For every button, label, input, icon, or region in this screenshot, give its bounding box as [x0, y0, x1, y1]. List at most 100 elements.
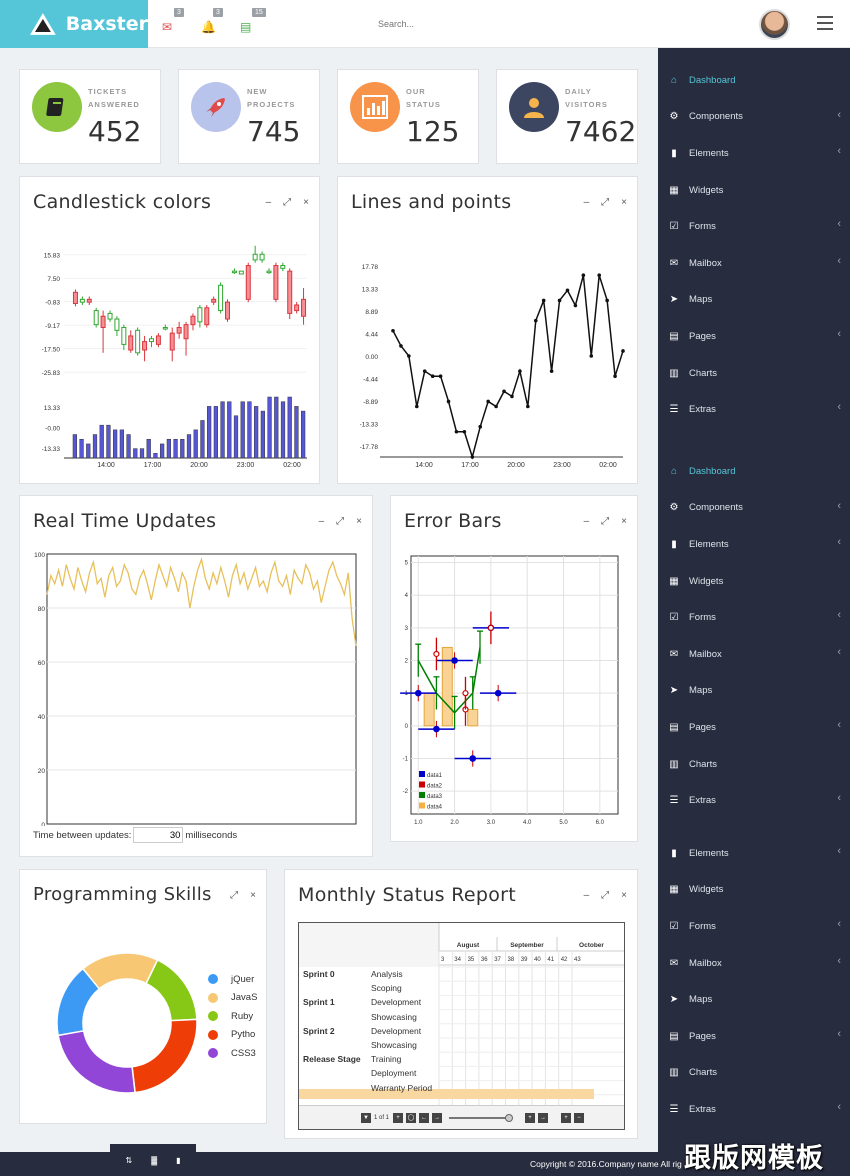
sidebar-item-forms[interactable]: ☑ Forms ‹	[658, 908, 850, 945]
sidebar-item-forms[interactable]: ☑ Forms ‹	[658, 599, 850, 636]
volume-bar	[72, 434, 77, 459]
zoom-slider-handle[interactable]	[505, 1113, 514, 1122]
panel-tools: – ⤢ ×	[584, 197, 627, 208]
volume-bar	[166, 438, 171, 459]
sidebar-item-mailbox[interactable]: ✉ Mailbox ‹	[658, 636, 850, 673]
sidebar-item-widgets[interactable]: ▦ Widgets	[658, 172, 850, 209]
sidebar-item-charts[interactable]: ▥ Charts	[658, 355, 850, 392]
sidebar-item-elements[interactable]: ▮ Elements ‹	[658, 135, 850, 172]
sidebar-item-elements[interactable]: ▮ Elements ‹	[658, 526, 850, 563]
x-tick-label: 6.0	[596, 820, 605, 826]
sprint-label: Sprint 1	[303, 997, 335, 1008]
y-tick-label: 7.50	[47, 276, 60, 283]
sidebar-item-components[interactable]: ⚙ Components ‹	[658, 490, 850, 527]
expand-icon[interactable]: ⤢	[283, 197, 292, 208]
legend-item: CSS3	[208, 1044, 257, 1063]
minimize-icon[interactable]: –	[583, 516, 590, 527]
scroll-right-button[interactable]: →	[432, 1112, 443, 1123]
sidebar-item-extras[interactable]: ☰ Extras ‹	[658, 391, 850, 428]
sidebar-item-charts[interactable]: ▥ Charts	[658, 1055, 850, 1092]
candle-body	[225, 301, 231, 320]
brand[interactable]: Baxster	[0, 0, 148, 48]
sidebar-item-mailbox[interactable]: ✉ Mailbox ‹	[658, 245, 850, 282]
sidebar-item-label: Pages	[689, 330, 716, 342]
plot-frame	[46, 553, 357, 825]
signal-icon[interactable]: ▓	[151, 1155, 158, 1165]
next-page-button[interactable]: +	[393, 1112, 404, 1123]
sidebar-item-components[interactable]: ⚙ Components ‹	[658, 99, 850, 136]
volume-bar	[200, 420, 205, 459]
close-icon[interactable]: ×	[356, 516, 362, 527]
scroll-left-button[interactable]: ←	[419, 1112, 430, 1123]
user-icon	[524, 98, 544, 118]
sort-icon[interactable]: ⇅	[125, 1155, 133, 1165]
y-tick-label: -25.83	[42, 370, 61, 377]
expand-icon[interactable]: ⤢	[601, 516, 610, 527]
expand-icon[interactable]: ⤢	[601, 197, 610, 208]
tasks-notification[interactable]: ▤ 15	[240, 0, 266, 48]
sidebar-item-widgets[interactable]: ▦ Widgets	[658, 563, 850, 600]
minimize-icon[interactable]: –	[265, 197, 272, 208]
close-icon[interactable]: ×	[303, 197, 309, 208]
sidebar-item-extras[interactable]: ☰ Extras ‹	[658, 782, 850, 819]
expand-icon[interactable]: ⤢	[336, 516, 345, 527]
file-icon[interactable]: ▮	[176, 1155, 181, 1165]
activity-label: Scoping	[371, 983, 402, 994]
close-icon[interactable]: ×	[250, 890, 256, 901]
sidebar-item-maps[interactable]: ➤ Maps	[658, 673, 850, 710]
sidebar-item-extras[interactable]: ☰ Extras ‹	[658, 1091, 850, 1128]
y-tick-label: -2	[403, 789, 409, 795]
candle-body	[86, 298, 92, 303]
zoom-out-left-button[interactable]: →	[538, 1112, 549, 1123]
interval-input[interactable]	[133, 827, 184, 843]
sidebar-item-pages[interactable]: ▤ Pages ‹	[658, 318, 850, 355]
minimize-icon[interactable]: –	[583, 197, 590, 208]
home-icon: ⌂	[670, 74, 678, 86]
sidebar-item-pages[interactable]: ▤ Pages ‹	[658, 1018, 850, 1055]
week-label: 39	[521, 957, 528, 963]
minimize-icon[interactable]: –	[318, 516, 325, 527]
sidebar-item-charts[interactable]: ▥ Charts	[658, 746, 850, 783]
week-label: 37	[494, 957, 501, 963]
expand-icon[interactable]: ⤢	[230, 890, 239, 901]
sidebar-item-label: Elements	[689, 538, 729, 550]
messages-count: 3	[174, 8, 184, 17]
zoom-in-button[interactable]: +	[561, 1112, 572, 1123]
sidebar-item-maps[interactable]: ➤ Maps	[658, 981, 850, 1018]
close-icon[interactable]: ×	[621, 197, 627, 208]
stat-icon-circle	[191, 82, 241, 132]
candle-body	[93, 310, 99, 326]
menu-toggle-button[interactable]	[817, 16, 833, 30]
expand-icon[interactable]: ⤢	[601, 890, 610, 901]
sidebar-item-dashboard[interactable]: ⌂ Dashboard	[658, 62, 850, 99]
messages-notification[interactable]: ✉ 3	[162, 0, 184, 48]
sidebar-item-elements[interactable]: ▮ Elements ‹	[658, 835, 850, 872]
candle-body	[259, 253, 265, 261]
sidebar-item-mailbox[interactable]: ✉ Mailbox ‹	[658, 945, 850, 982]
zoom-slider[interactable]	[449, 1113, 514, 1122]
close-icon[interactable]: ×	[621, 516, 627, 527]
sidebar-item-maps[interactable]: ➤ Maps	[658, 282, 850, 319]
alerts-notification[interactable]: 🔔 3	[201, 0, 223, 48]
volume-bar	[99, 424, 104, 459]
zoom-out-button[interactable]: −	[574, 1112, 585, 1123]
line-points-chart: 17.78 13.33 8.89 4.44 0.00 -4.44 -8.89 -13.33 -1…	[360, 264, 625, 469]
chevron-left-icon: ‹	[837, 145, 841, 158]
today-button[interactable]: ◯	[406, 1112, 417, 1123]
legend-label: Ruby	[231, 1010, 254, 1022]
chevron-left-icon: ‹	[837, 328, 841, 341]
sidebar-item-forms[interactable]: ☑ Forms ‹	[658, 208, 850, 245]
zoom-in-left-button[interactable]: +	[525, 1112, 536, 1123]
envelope-icon: ✉	[162, 20, 173, 34]
week-label: 43	[574, 957, 581, 963]
legend-item: JavaS	[208, 989, 257, 1008]
prev-page-button[interactable]: ▼	[361, 1112, 371, 1123]
avatar[interactable]	[759, 9, 790, 40]
sidebar-item-pages[interactable]: ▤ Pages ‹	[658, 709, 850, 746]
volume-bar	[240, 401, 245, 459]
sidebar-item-dashboard[interactable]: ⌂ Dashboard	[658, 453, 850, 490]
minimize-icon[interactable]: –	[583, 890, 590, 901]
search-input[interactable]	[368, 13, 658, 35]
close-icon[interactable]: ×	[621, 890, 627, 901]
sidebar-item-widgets[interactable]: ▦ Widgets	[658, 872, 850, 909]
